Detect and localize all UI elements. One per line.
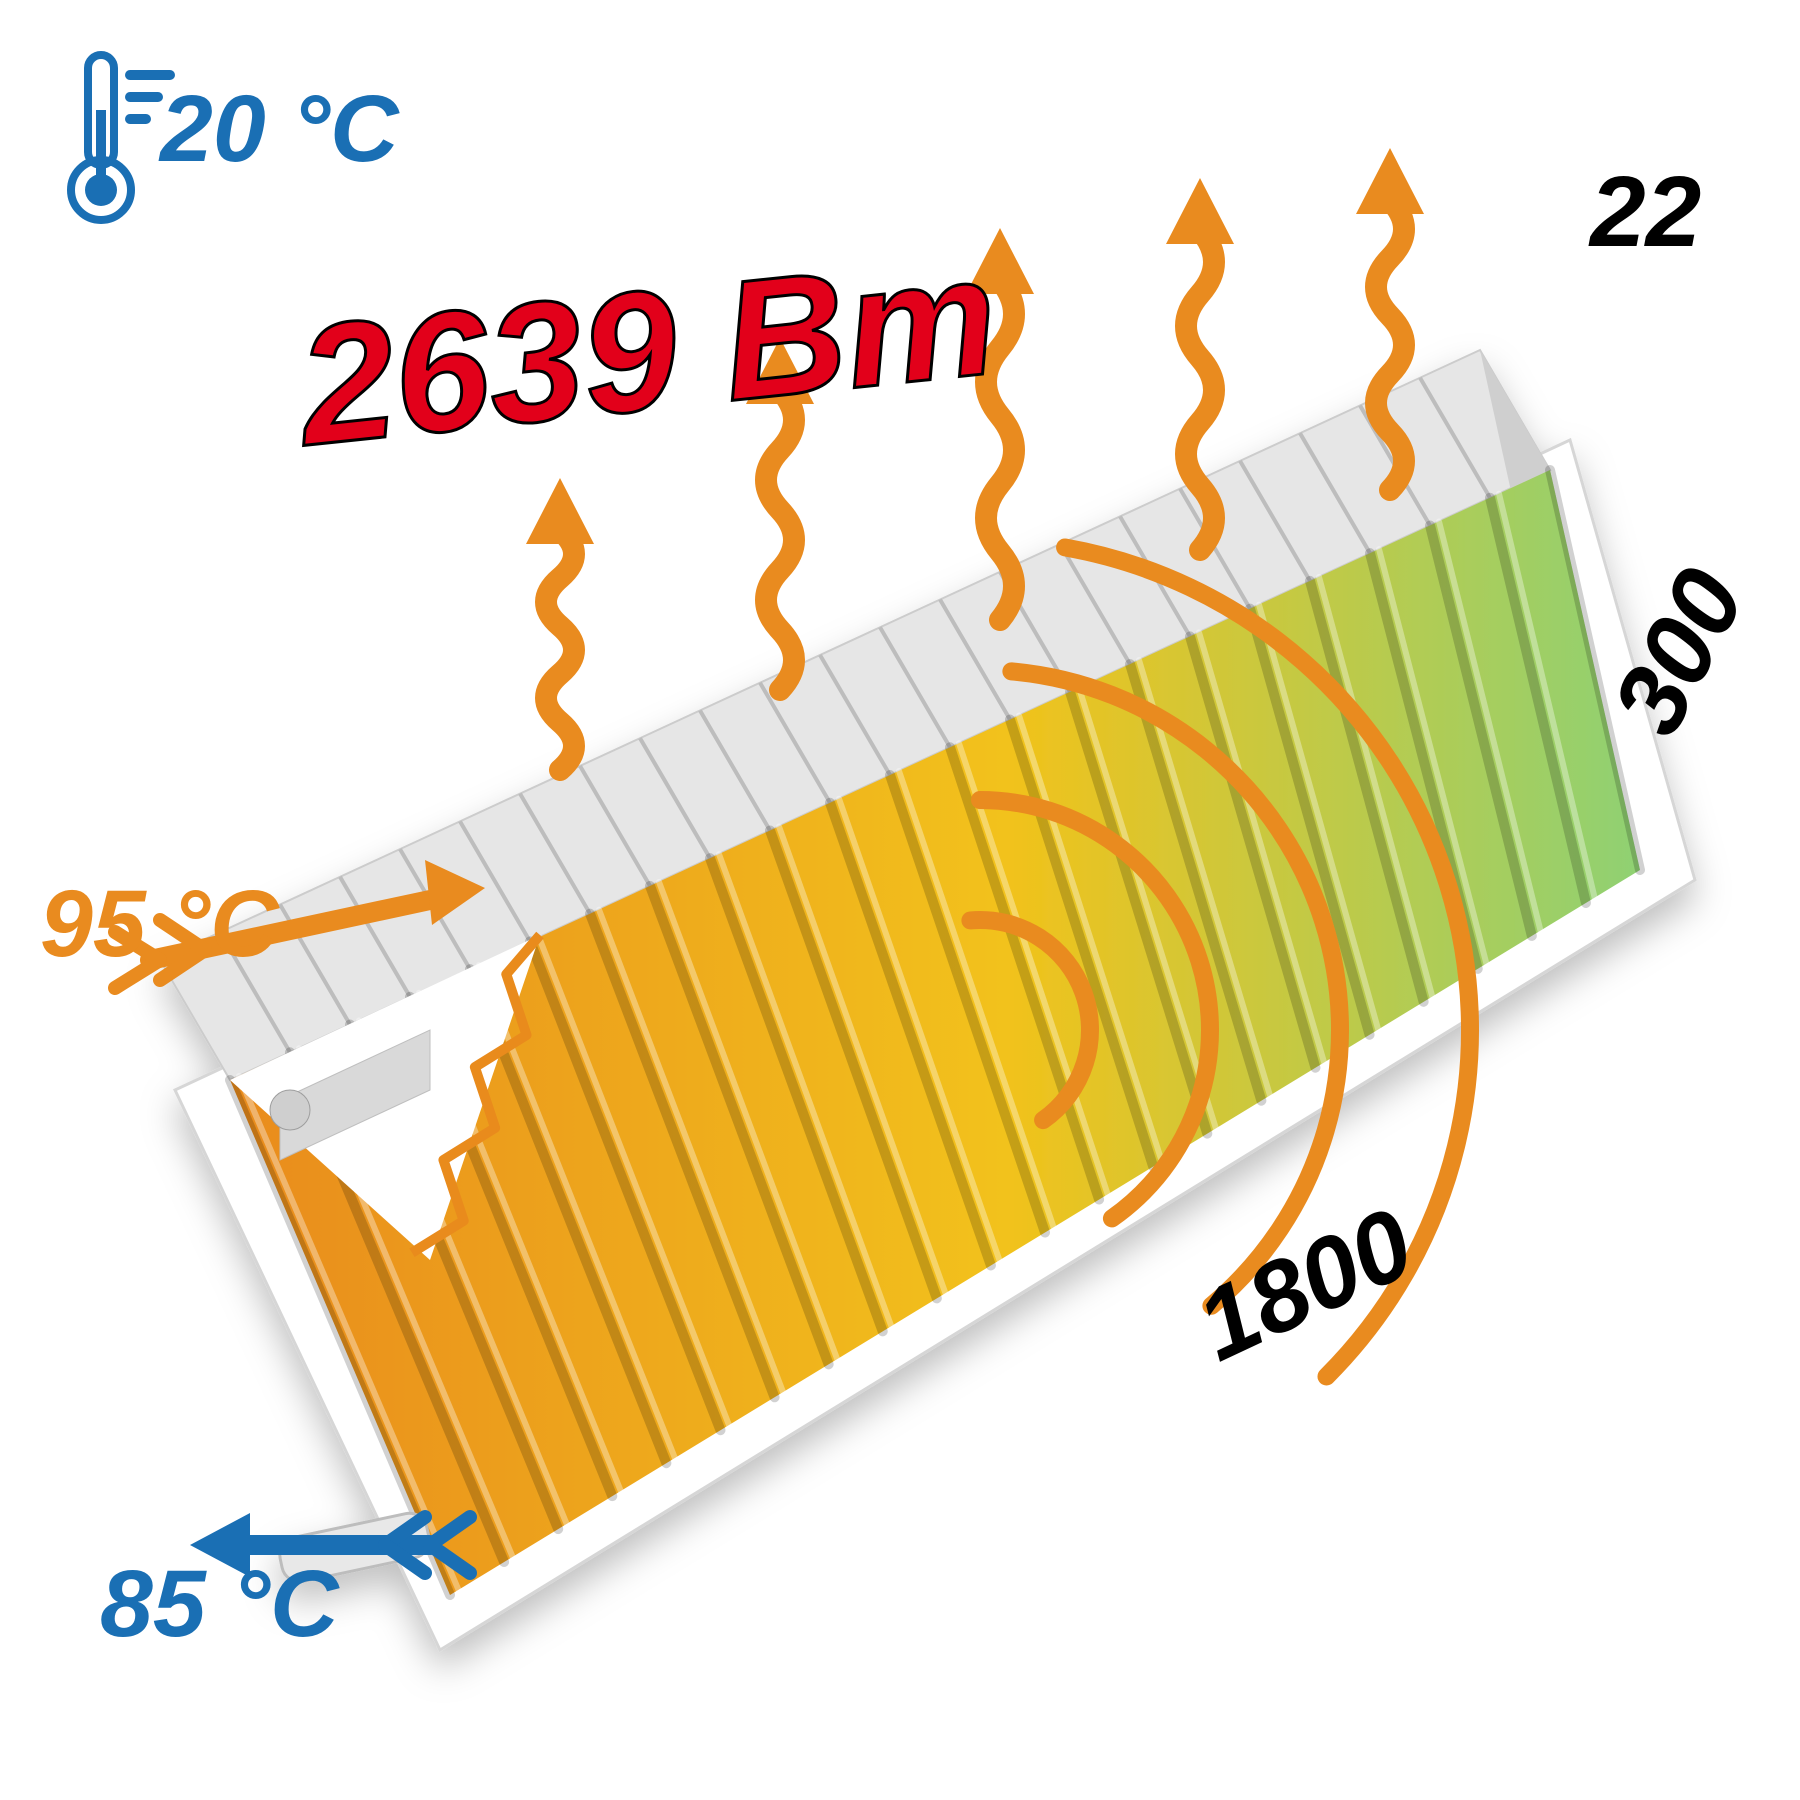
inlet-temp-label: 95 °C (40, 870, 279, 979)
ambient-temp-label: 20 °C (160, 75, 399, 184)
dimension-type-label: 22 (1590, 155, 1701, 270)
thermometer-icon (71, 55, 170, 220)
outlet-temp-label: 85 °C (100, 1550, 339, 1659)
